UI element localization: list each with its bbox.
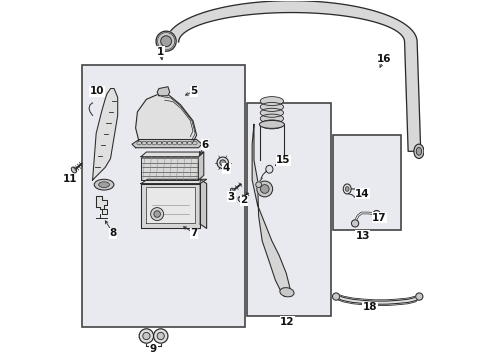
Ellipse shape (193, 141, 197, 145)
Text: 15: 15 (276, 155, 291, 165)
Ellipse shape (260, 120, 284, 129)
Ellipse shape (230, 188, 235, 193)
Ellipse shape (157, 141, 162, 145)
Circle shape (156, 31, 176, 51)
Ellipse shape (147, 141, 151, 145)
Polygon shape (101, 209, 107, 214)
Ellipse shape (345, 186, 349, 191)
Polygon shape (166, 1, 421, 151)
Ellipse shape (238, 197, 243, 202)
Text: 6: 6 (201, 140, 208, 150)
Text: 14: 14 (355, 189, 370, 199)
Ellipse shape (182, 141, 187, 145)
Polygon shape (147, 187, 195, 223)
Ellipse shape (343, 184, 351, 194)
Text: 7: 7 (191, 228, 198, 238)
Text: 1: 1 (157, 46, 164, 57)
Polygon shape (141, 152, 204, 157)
Text: 18: 18 (363, 302, 377, 312)
Ellipse shape (187, 141, 192, 145)
Circle shape (151, 208, 164, 221)
Circle shape (220, 160, 225, 166)
Ellipse shape (142, 141, 147, 145)
Ellipse shape (137, 141, 142, 145)
Polygon shape (141, 157, 198, 180)
Circle shape (157, 332, 164, 339)
Ellipse shape (167, 141, 172, 145)
Text: 2: 2 (240, 195, 247, 206)
Circle shape (217, 157, 228, 168)
Text: 10: 10 (90, 86, 104, 96)
Ellipse shape (260, 96, 284, 105)
Polygon shape (200, 179, 207, 228)
Polygon shape (96, 196, 107, 209)
Bar (333, 135, 401, 230)
Text: 4: 4 (222, 163, 230, 173)
Ellipse shape (94, 179, 114, 190)
Ellipse shape (177, 141, 182, 145)
Circle shape (257, 181, 272, 197)
Ellipse shape (152, 141, 157, 145)
Circle shape (373, 211, 380, 218)
Ellipse shape (414, 144, 424, 158)
Bar (247, 103, 331, 316)
Text: 9: 9 (150, 344, 157, 354)
Ellipse shape (260, 114, 284, 123)
Text: 13: 13 (355, 231, 370, 240)
Ellipse shape (260, 103, 284, 111)
Text: 12: 12 (280, 317, 294, 327)
Text: 5: 5 (190, 86, 197, 96)
Polygon shape (132, 139, 202, 148)
Text: 3: 3 (228, 192, 235, 202)
Ellipse shape (416, 147, 421, 155)
Ellipse shape (280, 288, 294, 297)
Ellipse shape (260, 108, 284, 117)
Text: 16: 16 (377, 54, 392, 64)
Ellipse shape (162, 141, 167, 145)
Ellipse shape (266, 165, 273, 173)
Circle shape (256, 182, 262, 188)
Polygon shape (157, 87, 170, 96)
Text: 8: 8 (109, 228, 117, 238)
Ellipse shape (71, 167, 76, 173)
Circle shape (351, 220, 359, 227)
Ellipse shape (259, 121, 285, 129)
Polygon shape (252, 125, 290, 297)
Polygon shape (141, 184, 200, 228)
Polygon shape (198, 152, 204, 180)
Circle shape (416, 293, 423, 300)
Polygon shape (93, 89, 118, 180)
Circle shape (161, 36, 171, 46)
Ellipse shape (172, 141, 177, 145)
Circle shape (153, 329, 168, 343)
Circle shape (154, 211, 160, 217)
Text: 11: 11 (63, 174, 77, 184)
Circle shape (143, 332, 150, 339)
Circle shape (333, 293, 340, 300)
Circle shape (260, 185, 269, 193)
Circle shape (139, 329, 153, 343)
Text: 17: 17 (372, 213, 387, 222)
Polygon shape (141, 179, 207, 184)
Bar (82, 65, 245, 327)
Polygon shape (136, 94, 196, 142)
Ellipse shape (98, 182, 109, 188)
